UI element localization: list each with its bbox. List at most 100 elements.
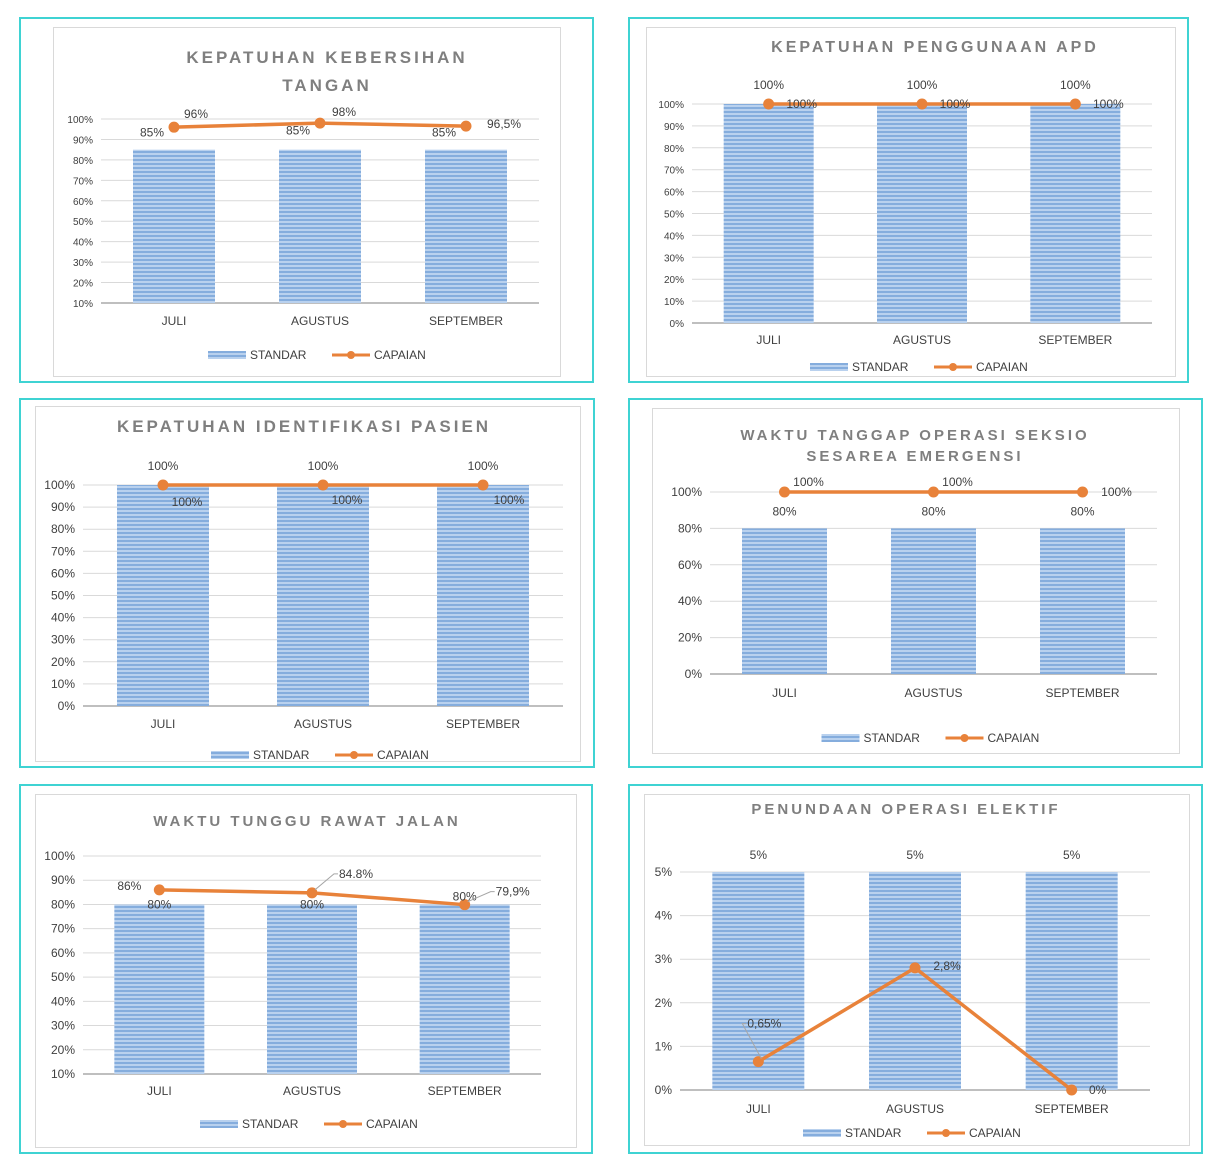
x-tick-label: AGUSTUS [294,717,352,731]
x-tick-label: SEPTEMBER [428,1084,502,1098]
legend-standar-label: STANDAR [852,360,909,374]
point-capaian [779,486,790,498]
legend-standar-label: STANDAR [253,748,310,762]
bar-data-label: 100% [148,459,179,473]
y-tick-label: 10% [51,677,75,691]
y-tick-label: 0% [655,1083,673,1097]
bar-standar [742,528,827,674]
legend-capaian-marker [347,351,355,359]
legend-capaian-label: CAPAIAN [969,1126,1021,1140]
x-tick-label: SEPTEMBER [1038,333,1112,347]
chart-panel-2: KEPATUHAN PENGGUNAAN APD 0% 10% 20% 30% 40% 50… [628,17,1189,383]
x-tick-label: JULI [746,1102,771,1116]
y-tick-label: 80% [678,521,702,535]
chart-title: SESAREA EMERGENSI [806,448,1023,465]
point-capaian [460,120,472,132]
legend-standar-swatch [821,734,860,742]
chart-waktu-tunggu-rawat-jalan: WAKTU TUNGGU RAWAT JALAN 10% 20% 30% 40% 50% 6… [44,813,541,1131]
legend-standar-swatch [810,363,848,371]
chart-panel-4: WAKTU TANGGAP OPERASI SEKSIO SESAREA EMER… [628,398,1203,768]
line-data-label: 100% [940,97,971,111]
y-tick-label: 20% [664,275,684,286]
x-tick-label: JULI [151,717,176,731]
legend-standar-swatch [200,1120,238,1128]
bar-standar [891,528,976,674]
y-tick-label: 90% [664,122,684,133]
legend-capaian-label: CAPAIAN [988,731,1040,745]
legend: STANDAR CAPAIAN [810,360,1028,374]
legend-standar-label: STANDAR [242,1117,299,1131]
legend-standar-label: STANDAR [845,1126,902,1140]
y-tick-label: 30% [73,258,93,269]
line-data-label: 86% [117,879,141,893]
y-tick-label: 20% [51,655,75,669]
legend-capaian-label: CAPAIAN [366,1117,418,1131]
x-tick-label: AGUSTUS [904,686,962,700]
point-capaian [1077,486,1088,498]
y-tick-label: 10% [664,297,684,308]
leader-line [741,1023,762,1059]
x-tick-label: AGUSTUS [283,1084,341,1098]
line-data-label: 98% [332,105,356,119]
point-capaian [168,121,180,133]
chart-title: KEPATUHAN PENGGUNAAN APD [771,39,1099,56]
chart-title: WAKTU TUNGGU RAWAT JALAN [153,813,461,830]
legend: STANDAR CAPAIAN [211,748,429,762]
y-tick-label: 40% [51,994,75,1008]
legend-capaian-label: CAPAIAN [374,348,426,362]
y-tick-label: 80% [51,897,75,911]
x-tick-label: AGUSTUS [893,333,951,347]
chart-title: WAKTU TANGGAP OPERASI SEKSIO [740,427,1089,444]
bar-data-label: 100% [468,459,499,473]
bar-data-label: 5% [1063,848,1081,862]
chart-penggunaan-apd: KEPATUHAN PENGGUNAAN APD 0% 10% 20% 30% 40% 50… [658,39,1152,374]
chart-title: TANGAN [282,76,371,95]
legend-capaian-marker [960,734,969,742]
line-data-label: 96% [184,107,208,121]
point-capaian [916,98,928,110]
x-tick-label: JULI [756,333,781,347]
line-data-label: 100% [172,495,203,509]
point-capaian [459,899,471,911]
leader-line [467,891,495,903]
bar-data-label: 5% [750,848,768,862]
x-tick-label: SEPTEMBER [1035,1102,1109,1116]
legend-capaian-marker [949,363,957,371]
chart-penundaan-operasi-elektif: PENUNDAAN OPERASI ELEKTIF 0% 1% 2% 3% 4% 5% JUL… [655,801,1150,1140]
legend-capaian-label: CAPAIAN [377,748,429,762]
y-tick-label: 0% [685,667,703,681]
bar-standar [1040,528,1125,674]
bar-data-label: 85% [286,124,310,138]
x-tick-label: JULI [162,314,187,328]
point-capaian [928,486,939,498]
y-tick-label: 100% [671,485,702,499]
legend-standar-swatch [208,351,246,359]
y-tick-label: 70% [51,544,75,558]
y-tick-label: 100% [67,115,93,126]
line-data-label: 96,5% [487,117,521,131]
bar-standar [267,904,357,1074]
chart-panel-3: KEPATUHAN IDENTIFIKASI PASIEN 0% 10% 20% 30%… [19,398,595,768]
chart-kebersihan-tangan: KEPATUHAN KEBERSIHAN TANGAN 10% 20% 30% 40% 50… [67,48,539,362]
y-tick-label: 70% [73,176,93,187]
point-capaian [1069,98,1081,110]
y-tick-label: 40% [51,611,75,625]
y-tick-label: 0% [58,699,76,713]
point-capaian [306,887,318,899]
x-tick-label: JULI [772,686,797,700]
bar-data-label: 85% [432,126,456,140]
y-tick-label: 60% [51,946,75,960]
y-tick-label: 90% [51,873,75,887]
bar-standar [437,485,529,706]
legend: STANDAR CAPAIAN [208,348,426,362]
y-tick-label: 10% [51,1067,75,1081]
leader-line [314,873,338,891]
bar-data-label: 80% [453,889,477,903]
legend-capaian-marker [942,1129,950,1137]
bar-standar [114,904,205,1074]
chart-identifikasi-pasien: KEPATUHAN IDENTIFIKASI PASIEN 0% 10% 20% 30%… [44,417,563,762]
bar-data-label: 80% [147,897,171,911]
legend-standar-label: STANDAR [250,348,307,362]
y-tick-label: 2% [655,996,673,1010]
y-tick-label: 10% [73,299,93,310]
